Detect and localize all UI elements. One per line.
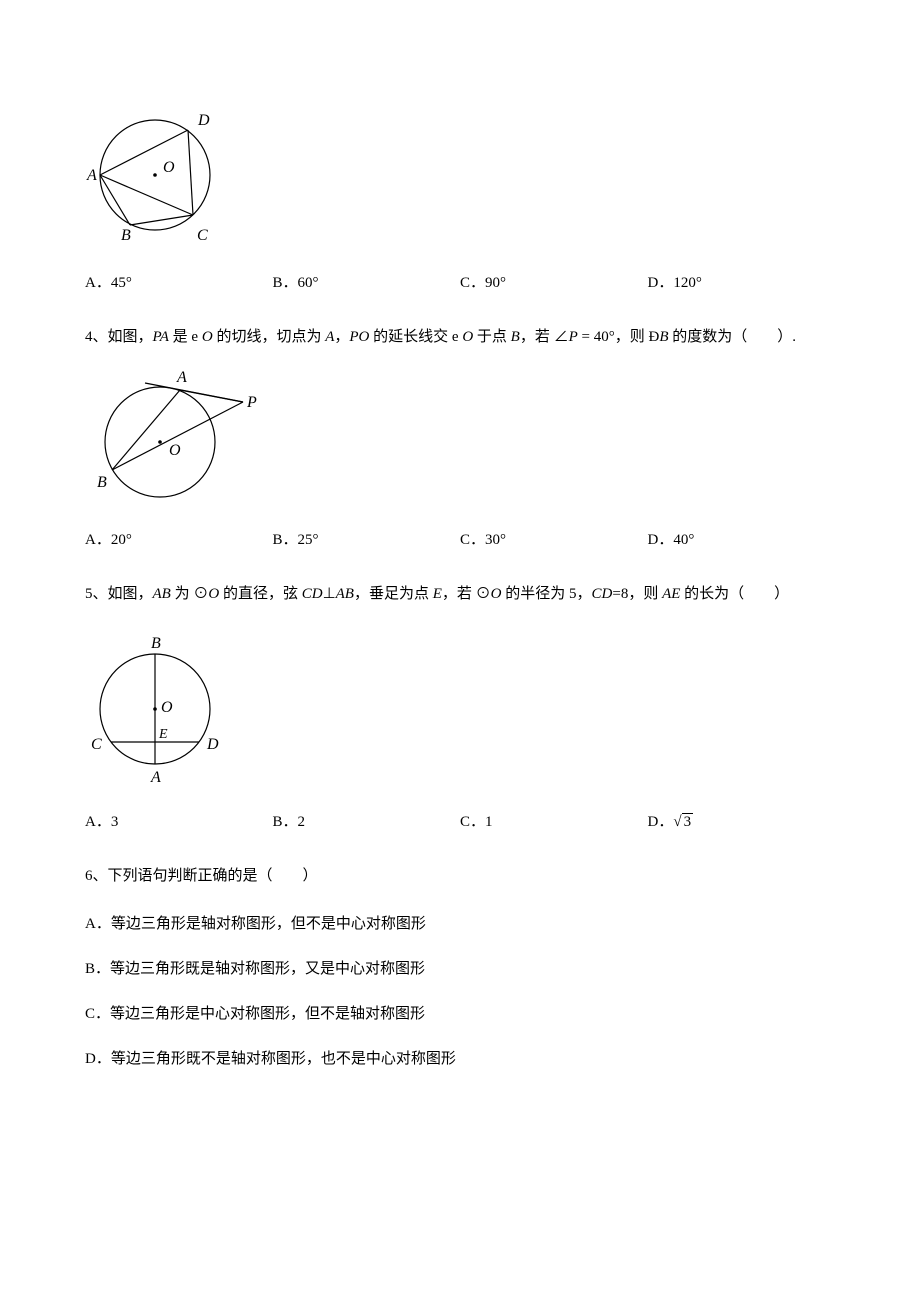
q5-ae: AE: [662, 586, 680, 602]
q5-option-b: B．2: [273, 809, 461, 836]
q5-t1: 为 ⊙: [171, 586, 209, 602]
q4-options: A．20° B．25° C．30° D．40°: [85, 527, 835, 554]
q5-cd: CD: [302, 586, 323, 602]
q4-option-a: A．20°: [85, 527, 273, 554]
q6-text: 6、下列语句判断正确的是（ ）: [85, 861, 835, 891]
q3-options: A．45° B．60° C．90° D．120°: [85, 270, 835, 297]
q5-t4: ，垂足为点: [354, 586, 433, 602]
q4-t5: 于点: [473, 329, 511, 345]
q4-t2: 的切线，切点为: [213, 329, 326, 345]
q4-circle-diagram: A B O P: [85, 367, 270, 507]
svg-text:C: C: [197, 227, 208, 244]
q5-d-sqrt-val: 3: [682, 813, 694, 830]
q5-ab: AB: [153, 586, 171, 602]
svg-text:A: A: [150, 769, 161, 786]
q4-t7: = 40°，则 Ð: [578, 329, 660, 345]
q4-b2: B: [659, 329, 668, 345]
q5-e1: E: [433, 586, 442, 602]
q5-d-prefix: D．: [648, 814, 674, 830]
q6-option-c: C．等边三角形是中心对称图形，但不是轴对称图形: [85, 1001, 835, 1028]
q4-option-d: D．40°: [648, 527, 836, 554]
q6-options: A．等边三角形是轴对称图形，但不是中心对称图形 B．等边三角形既是轴对称图形，又…: [85, 911, 835, 1073]
svg-text:E: E: [158, 727, 168, 742]
svg-text:O: O: [161, 699, 173, 716]
q5-cd2: CD: [592, 586, 613, 602]
q5-option-a: A．3: [85, 809, 273, 836]
q4-o2: O: [462, 329, 473, 345]
svg-text:D: D: [206, 736, 219, 753]
q3-option-c: C．90°: [460, 270, 648, 297]
svg-text:A: A: [176, 369, 187, 386]
q5-o2: O: [491, 586, 502, 602]
q4-t4: 的延长线交 e: [369, 329, 462, 345]
q5-circle-diagram: A B C D E O: [85, 634, 225, 789]
svg-text:O: O: [169, 442, 181, 459]
q3-option-d: D．120°: [648, 270, 836, 297]
q4-a1: A: [325, 329, 334, 345]
svg-text:B: B: [97, 474, 107, 491]
q4-t8: 的度数为（ ）.: [669, 329, 797, 345]
q5-option-c: C．1: [460, 809, 648, 836]
q5-prefix: 5、如图，: [85, 586, 153, 602]
q6-option-a: A．等边三角形是轴对称图形，但不是中心对称图形: [85, 911, 835, 938]
sqrt-icon: √3: [673, 814, 693, 830]
q4-text: 4、如图，PA 是 e O 的切线，切点为 A，PO 的延长线交 e O 于点 …: [85, 322, 835, 352]
q5-o1: O: [208, 586, 219, 602]
q4-t6: ，若 ∠: [520, 329, 569, 345]
svg-text:D: D: [197, 112, 210, 129]
q5-ab2: AB: [336, 586, 354, 602]
q4-option-b: B．25°: [273, 527, 461, 554]
q4-prefix: 4、如图，: [85, 329, 153, 345]
q5-t8: 的长为（ ）: [680, 586, 789, 602]
q5-t3: ⊥: [323, 586, 336, 602]
q6-option-d: D．等边三角形既不是轴对称图形，也不是中心对称图形: [85, 1046, 835, 1073]
q4-b1: B: [511, 329, 520, 345]
q4-po: PO: [349, 329, 369, 345]
q4-pa: PA: [153, 329, 169, 345]
q4-t1: 是 e: [169, 329, 202, 345]
q3-option-b: B．60°: [273, 270, 461, 297]
q3-circle-diagram: A B C D O: [85, 110, 225, 250]
q4-figure: A B O P: [85, 367, 835, 507]
q4-o1: O: [202, 329, 213, 345]
svg-text:C: C: [91, 736, 102, 753]
svg-text:B: B: [151, 635, 161, 652]
q5-t2: 的直径，弦: [219, 586, 302, 602]
svg-text:A: A: [86, 167, 97, 184]
q5-figure: A B C D E O: [85, 634, 835, 789]
q4-p1: P: [569, 329, 578, 345]
q5-options: A．3 B．2 C．1 D．√3: [85, 809, 835, 836]
svg-text:P: P: [246, 394, 257, 411]
q5-t5: ，若 ⊙: [442, 586, 491, 602]
q5-t6: 的半径为 5，: [502, 586, 592, 602]
q6-option-b: B．等边三角形既是轴对称图形，又是中心对称图形: [85, 956, 835, 983]
q5-option-d: D．√3: [648, 809, 836, 836]
q5-t7: =8，则: [612, 586, 662, 602]
q3-option-a: A．45°: [85, 270, 273, 297]
q3-figure: A B C D O: [85, 110, 835, 250]
svg-text:B: B: [121, 227, 131, 244]
q4-option-c: C．30°: [460, 527, 648, 554]
q4-t3: ，: [334, 329, 349, 345]
svg-text:O: O: [163, 159, 175, 176]
q5-text: 5、如图，AB 为 ⊙O 的直径，弦 CD⊥AB，垂足为点 E，若 ⊙O 的半径…: [85, 579, 835, 609]
